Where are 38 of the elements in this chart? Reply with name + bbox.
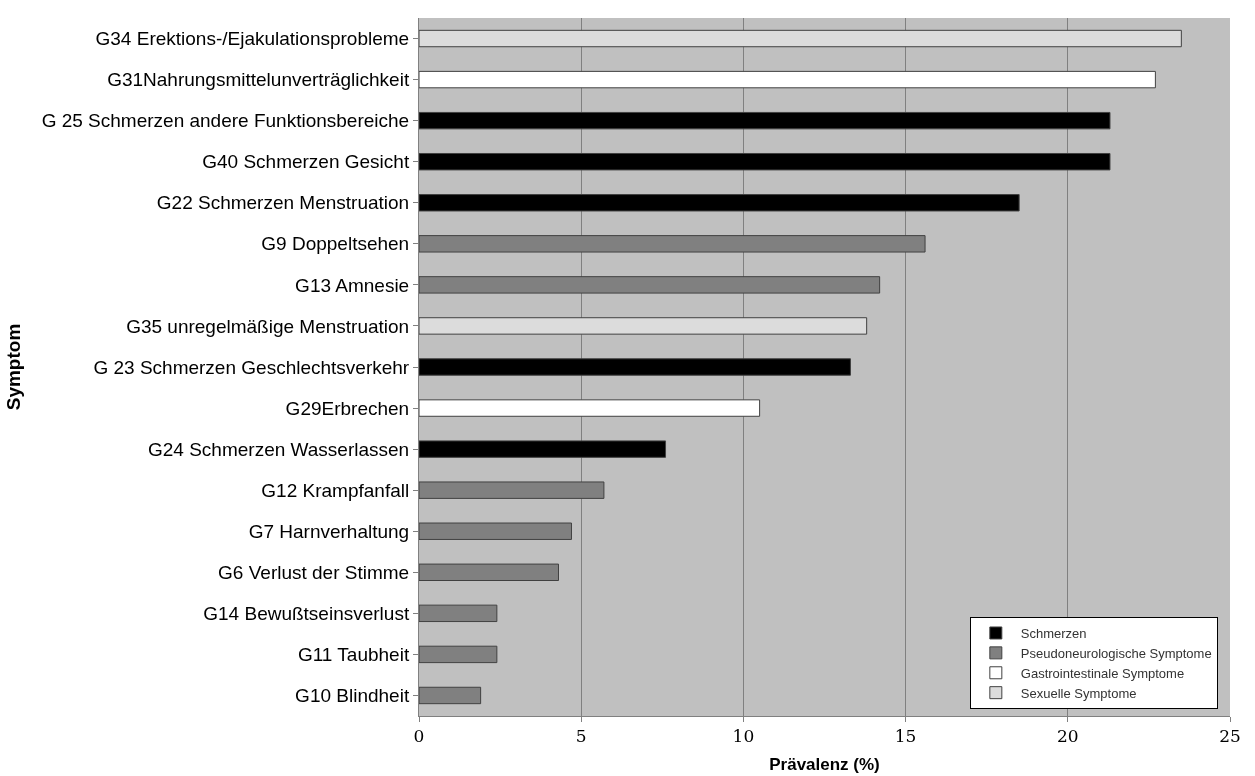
bar bbox=[419, 317, 868, 335]
y-tick-label: G12 Krampfanfall bbox=[261, 479, 410, 501]
y-tick-label: G24 Schmerzen Wasserlassen bbox=[148, 438, 410, 460]
x-tick-label: 25 bbox=[1219, 726, 1241, 747]
bar bbox=[419, 29, 1182, 48]
x-tick-label: 10 bbox=[732, 726, 755, 747]
legend-label: Schmerzen bbox=[1020, 626, 1087, 642]
y-tick-label: G31Nahrungsmittelunverträglichkeit bbox=[107, 69, 410, 91]
bar bbox=[419, 440, 667, 458]
bar bbox=[419, 399, 761, 417]
y-tick-label: G 23 Schmerzen Geschlechtsverkehr bbox=[93, 356, 410, 378]
y-tick-label: G11 Taubheit bbox=[297, 644, 410, 666]
x-tick-label: 5 bbox=[575, 726, 587, 747]
y-tick-label: G 25 Schmerzen andere Funktionsbereiche bbox=[41, 110, 410, 132]
y-tick-label: G13 Amnesie bbox=[295, 274, 410, 296]
y-tick-label: G7 Harnverhaltung bbox=[248, 520, 410, 542]
bar bbox=[419, 358, 851, 376]
x-tick-label: 20 bbox=[1056, 726, 1079, 747]
x-tick-label: 15 bbox=[894, 726, 917, 747]
y-tick-label: G34 Erektions-/Ejakulationsprobleme bbox=[95, 28, 410, 50]
y-tick-label: G6 Verlust der Stimme bbox=[218, 561, 410, 583]
bar bbox=[419, 70, 1156, 89]
y-tick-label: G22 Schmerzen Menstruation bbox=[156, 192, 410, 214]
x-axis-title: Prävalenz (%) bbox=[769, 754, 880, 774]
y-tick-label: G29Erbrechen bbox=[285, 397, 410, 419]
legend-label: Pseudoneurologische Symptome bbox=[1020, 645, 1212, 661]
y-axis-title: Symptom bbox=[2, 323, 24, 411]
bar bbox=[419, 152, 1111, 171]
y-tick-label: G40 Schmerzen Gesicht bbox=[202, 151, 410, 173]
x-tick-label: 0 bbox=[413, 726, 425, 747]
y-tick-label: G9 Doppeltsehen bbox=[261, 233, 410, 255]
y-tick-label: G35 unregelmäßige Menstruation bbox=[126, 315, 410, 337]
legend-label: Sexuelle Symptome bbox=[1020, 685, 1137, 701]
bar bbox=[419, 194, 1020, 212]
y-tick-label: G14 Bewußtseinsverlust bbox=[203, 603, 410, 624]
legend-label: Gastrointestinale Symptome bbox=[1020, 665, 1185, 681]
bar bbox=[419, 111, 1111, 130]
y-tick-label: G10 Blindheit bbox=[295, 685, 410, 707]
